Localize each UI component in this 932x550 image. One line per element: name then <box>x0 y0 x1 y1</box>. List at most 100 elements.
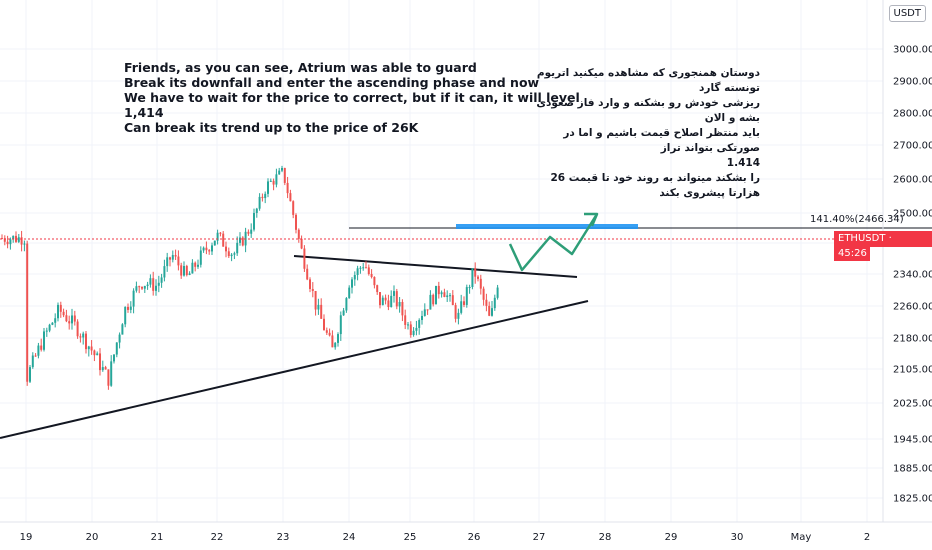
candle-body <box>43 331 45 350</box>
time-tick-label: 29 <box>665 532 678 543</box>
candle-body <box>311 288 314 291</box>
candle-body <box>73 315 76 322</box>
candle-body <box>465 287 468 305</box>
candle-body <box>323 318 325 331</box>
candle-body <box>485 299 488 306</box>
price-tick-label: 2105.00 <box>893 365 932 376</box>
candle-body <box>54 318 57 323</box>
candle-body <box>429 294 432 310</box>
candle-body <box>432 294 435 305</box>
candle-body <box>437 285 440 295</box>
price-tick-label: 2900.00 <box>893 77 932 88</box>
candle-body <box>440 292 443 295</box>
candle-body <box>146 284 149 286</box>
candle-body <box>401 302 404 316</box>
countdown-label: 45:26 <box>834 247 870 261</box>
candle-body <box>113 354 115 362</box>
candle-body <box>381 297 384 306</box>
candle-body <box>334 342 337 348</box>
candle-body <box>233 253 236 255</box>
candle-body <box>45 330 48 332</box>
candle-body <box>59 304 62 312</box>
time-tick-label: 2 <box>864 532 870 543</box>
candle-body <box>141 286 143 289</box>
time-axis: 19 20 21 22 23 24 25 26 27 28 29 30 May 2 <box>0 521 932 543</box>
candle-body <box>213 240 216 246</box>
candle-body <box>412 330 415 336</box>
currency-button[interactable]: USDT <box>888 5 926 22</box>
candle-body <box>188 273 191 275</box>
candle-body <box>230 254 233 257</box>
candle-body <box>320 304 323 319</box>
candle-body <box>471 268 474 288</box>
candle-body <box>157 282 160 286</box>
candle-body <box>395 291 398 307</box>
candle-body <box>87 346 90 350</box>
candle-body <box>155 285 157 291</box>
candle-body <box>300 238 303 249</box>
candle-body <box>409 324 412 336</box>
candle-body <box>390 295 393 308</box>
candle-body <box>90 346 93 351</box>
candle-body <box>171 255 174 260</box>
ascending-trendline <box>0 300 589 439</box>
candle-body <box>129 306 132 310</box>
price-tick-label: 2260.00 <box>893 302 932 313</box>
candle-body <box>353 275 356 280</box>
candle-body <box>398 302 401 307</box>
candle-body <box>418 320 421 328</box>
candle-body <box>289 193 292 202</box>
candle-body <box>135 286 138 291</box>
time-tick-label: 20 <box>86 532 99 543</box>
candle-body <box>286 182 289 194</box>
candle-body <box>82 333 85 338</box>
candle-body <box>446 295 449 297</box>
candle-body <box>443 292 446 297</box>
candle-body <box>496 287 499 298</box>
candle-body <box>79 336 82 338</box>
candle-body <box>3 238 6 242</box>
price-tick-label: 1945.00 <box>893 435 932 446</box>
candle-body <box>183 266 185 276</box>
candle-body <box>493 297 496 309</box>
candle-body <box>104 367 107 370</box>
candle-body <box>20 237 23 245</box>
time-tick-label: May <box>791 532 812 543</box>
candle-body <box>222 233 225 247</box>
candle-body <box>328 332 331 336</box>
candle-body <box>272 180 275 185</box>
candle-body <box>367 267 370 274</box>
candle-body <box>275 174 278 185</box>
candle-body <box>99 353 101 371</box>
price-tick-label: 2800.00 <box>893 109 932 120</box>
candle-body <box>384 297 387 301</box>
candle-body <box>132 290 135 307</box>
time-tick-label: 22 <box>211 532 224 543</box>
candle-body <box>174 255 177 257</box>
candle-body <box>85 333 87 350</box>
price-tick-label: 1885.00 <box>893 464 932 475</box>
candle-body <box>205 247 208 251</box>
candle-body <box>76 321 79 337</box>
candle-body <box>407 324 409 326</box>
candle-body <box>208 250 211 252</box>
candle-body <box>435 285 437 305</box>
candle-body <box>370 273 373 278</box>
candle-body <box>121 324 124 335</box>
time-tick-label: 19 <box>20 532 33 543</box>
fib-highlight-box <box>456 224 638 229</box>
candle-body <box>314 290 317 310</box>
candle-body <box>379 292 381 306</box>
price-tick-label: 2180.00 <box>893 334 932 345</box>
candle-body <box>283 168 286 183</box>
persian-annotation: دوستان همنجوری که مشاهده میکنید اتریوم ت… <box>536 67 760 199</box>
price-axis: 3000.00 2900.00 2800.00 2700.00 2600.00 2500.… <box>882 0 932 522</box>
candle-body <box>62 311 65 316</box>
candle-body <box>34 355 37 357</box>
candle-body <box>124 306 127 325</box>
candle-body <box>227 251 230 257</box>
candle-body <box>449 295 451 297</box>
candle-body <box>460 301 463 313</box>
